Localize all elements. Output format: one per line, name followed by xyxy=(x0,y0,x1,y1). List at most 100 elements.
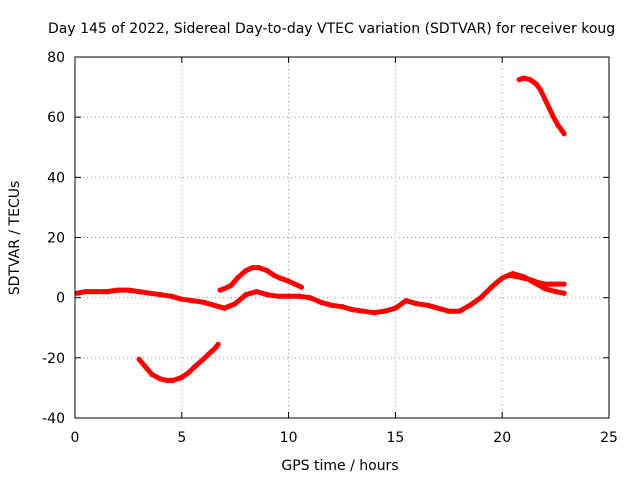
data-point xyxy=(221,305,228,311)
data-point xyxy=(533,81,540,87)
data-point xyxy=(74,290,80,296)
data-point xyxy=(271,272,277,278)
data-point xyxy=(170,377,176,383)
data-point xyxy=(542,281,548,287)
data-point xyxy=(254,289,260,295)
x-tick-label: 0 xyxy=(71,430,80,446)
data-point xyxy=(264,292,270,298)
data-point xyxy=(467,302,473,308)
data-point xyxy=(136,289,142,295)
data-point xyxy=(546,105,552,111)
y-tick-label: 60 xyxy=(47,110,65,126)
y-tick-label: 80 xyxy=(47,50,65,66)
data-point xyxy=(424,302,430,308)
data-point xyxy=(506,272,512,278)
data-point xyxy=(232,301,238,307)
data-point xyxy=(168,293,174,299)
data-point xyxy=(149,371,155,377)
y-axis-label: SDTVAR / TECUs xyxy=(7,181,23,296)
data-point xyxy=(339,304,345,310)
data-point xyxy=(249,265,255,271)
series-group xyxy=(74,75,567,383)
data-point xyxy=(292,281,298,287)
data-point xyxy=(403,298,409,304)
x-tick-label: 20 xyxy=(493,430,511,446)
data-point xyxy=(516,77,522,83)
data-point xyxy=(286,293,292,299)
data-point xyxy=(328,302,334,308)
data-point xyxy=(104,289,110,295)
data-point xyxy=(488,284,495,290)
data-point xyxy=(217,287,223,293)
data-point xyxy=(157,292,163,298)
data-point xyxy=(531,278,537,284)
chart-title: Day 145 of 2022, Sidereal Day-to-day VTE… xyxy=(48,21,615,37)
y-tick-label: 40 xyxy=(47,170,65,186)
y-tick-label: -40 xyxy=(42,411,65,427)
data-point xyxy=(561,131,567,137)
data-point xyxy=(478,295,484,301)
data-point xyxy=(215,341,221,347)
data-point xyxy=(200,356,206,362)
data-point xyxy=(371,310,377,316)
data-point xyxy=(553,289,559,295)
data-point xyxy=(298,284,304,290)
data-point xyxy=(296,293,302,299)
data-point xyxy=(275,293,281,299)
data-point xyxy=(499,275,505,281)
data-point xyxy=(189,298,196,304)
data-point xyxy=(360,308,366,314)
data-point xyxy=(164,377,170,383)
data-point xyxy=(514,274,520,280)
data-point xyxy=(211,302,217,308)
data-point xyxy=(256,265,262,271)
grid xyxy=(75,57,609,418)
data-point xyxy=(243,292,249,298)
y-tick-label: -20 xyxy=(42,351,65,367)
data-point xyxy=(83,289,89,295)
data-point xyxy=(264,268,270,274)
data-point xyxy=(521,275,527,281)
data-point xyxy=(179,296,185,302)
data-point xyxy=(142,364,149,370)
data-point xyxy=(521,75,527,81)
data-point xyxy=(555,122,561,128)
data-point xyxy=(179,374,185,380)
data-point xyxy=(542,286,548,292)
data-point xyxy=(200,299,206,305)
data-point xyxy=(136,356,142,362)
data-point xyxy=(318,299,324,305)
data-point xyxy=(185,370,191,376)
data-point xyxy=(157,376,163,382)
data-point xyxy=(277,275,283,281)
data-point xyxy=(535,280,542,286)
x-axis-label: GPS time / hours xyxy=(281,458,398,474)
data-point xyxy=(147,290,153,296)
x-tick-label: 10 xyxy=(280,430,298,446)
data-point xyxy=(115,287,121,293)
y-tick-label: 20 xyxy=(47,231,65,247)
data-point xyxy=(435,305,441,311)
data-point xyxy=(125,287,131,293)
data-point xyxy=(542,96,548,102)
data-point xyxy=(392,305,398,311)
data-point xyxy=(228,283,234,289)
data-point xyxy=(538,87,544,93)
data-point xyxy=(243,268,249,274)
data-point xyxy=(527,77,533,83)
x-tick-label: 15 xyxy=(386,430,404,446)
x-tick-label: 25 xyxy=(600,430,618,446)
data-point xyxy=(456,308,463,314)
data-point xyxy=(446,308,452,314)
data-point xyxy=(221,286,228,292)
data-point xyxy=(561,290,567,296)
data-point xyxy=(286,278,292,284)
data-point xyxy=(555,281,561,287)
data-point xyxy=(192,364,198,370)
ticks: 0 5 10 15 20 25 -40 -20 0 20 40 60 80 xyxy=(42,50,618,446)
data-point xyxy=(93,289,99,295)
data-point xyxy=(307,295,313,301)
data-point xyxy=(548,281,554,287)
data-point xyxy=(207,350,213,356)
